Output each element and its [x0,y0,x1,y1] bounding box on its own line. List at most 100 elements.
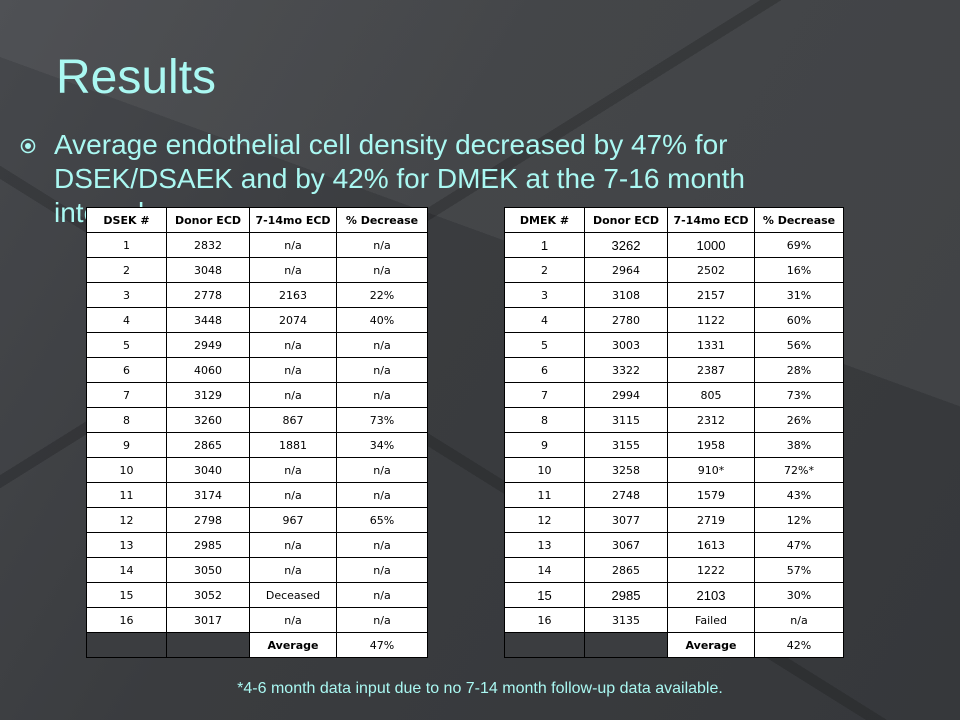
table-header-row: DMEK # Donor ECD 7-14mo ECD % Decrease [504,207,844,233]
table-cell: n/a [249,382,337,408]
table-cell: n/a [336,607,428,633]
table-cell: 5 [504,332,585,358]
table-cell: n/a [336,232,428,258]
table-cell: 4060 [166,357,250,383]
table-row: 1 3262 1000 69% [504,232,844,258]
table-row: 4 2780 1122 60% [504,307,844,333]
table-cell: 22% [336,282,428,308]
table-row: 7 3129 n/a n/a [86,382,428,408]
table-row: 11 3174 n/a n/a [86,482,428,508]
table-cell: 38% [754,432,844,458]
table-cell: 2387 [667,357,755,383]
table-cell: 31% [754,282,844,308]
table-cell: 2798 [166,507,250,533]
table-row: 10 3040 n/a n/a [86,457,428,483]
table-cell: 14 [504,557,585,583]
blank-cell [86,632,167,658]
table-cell: 2312 [667,407,755,433]
table-row: 6 4060 n/a n/a [86,357,428,383]
slide-title: Results [56,51,217,104]
table-row: 16 3135 Failed n/a [504,607,844,633]
table-cell: 43% [754,482,844,508]
table-cell: 4 [86,307,167,333]
table-cell: 967 [249,507,337,533]
table-row: 12 2798 967 65% [86,507,428,533]
table-row: 3 2778 2163 22% [86,282,428,308]
table-cell: 16 [504,607,585,633]
table-cell: 12 [86,507,167,533]
table-cell: 8 [504,407,585,433]
table-cell: 2074 [249,307,337,333]
table-cell: 5 [86,332,167,358]
table-row: 16 3017 n/a n/a [86,607,428,633]
table-row: 8 3115 2312 26% [504,407,844,433]
table-cell: 30% [754,582,844,608]
table-cell: 1613 [667,532,755,558]
table-cell: n/a [249,557,337,583]
blank-cell [166,632,250,658]
table-cell: 3262 [584,232,668,258]
table-cell: 2 [86,257,167,283]
average-label: Average [667,632,755,658]
table-cell: n/a [249,232,337,258]
table-cell: Deceased [249,582,337,608]
table-cell: 2748 [584,482,668,508]
table-cell: 56% [754,332,844,358]
table-cell: 3048 [166,257,250,283]
table-cell: 57% [754,557,844,583]
table-cell: 28% [754,357,844,383]
table-cell: 2502 [667,257,755,283]
dsek-table-body: 1 2832 n/a n/a 2 3048 n/a n/a 3 2778 2163 22% 4 3448 2… [86,232,428,658]
table-cell: 2719 [667,507,755,533]
header-cell: Donor ECD [584,207,668,233]
table-cell: n/a [249,482,337,508]
table-cell: n/a [336,457,428,483]
table-cell: 40% [336,307,428,333]
dmek-table-body: 1 3262 1000 69% 2 2964 2502 16% 3 3108 2157 31% 4 278… [504,232,844,658]
table-cell: 805 [667,382,755,408]
table-cell: 72%* [754,457,844,483]
header-cell: % Decrease [336,207,428,233]
table-cell: n/a [249,457,337,483]
table-cell: 3 [86,282,167,308]
table-cell: 10 [86,457,167,483]
table-cell: 6 [86,357,167,383]
table-cell: n/a [249,607,337,633]
table-cell: Failed [667,607,755,633]
table-cell: 1222 [667,557,755,583]
table-cell: 1000 [667,232,755,258]
table-row: 13 2985 n/a n/a [86,532,428,558]
table-cell: 2103 [667,582,755,608]
table-cell: 13 [86,532,167,558]
average-row: Average 42% [504,632,844,658]
table-row: 15 2985 2103 30% [504,582,844,608]
table-cell: 8 [86,407,167,433]
table-cell: 3135 [584,607,668,633]
table-row: 10 3258 910* 72%* [504,457,844,483]
table-cell: 3077 [584,507,668,533]
table-cell: 9 [86,432,167,458]
average-label: Average [249,632,337,658]
blank-cell [584,632,668,658]
table-cell: 7 [86,382,167,408]
circle-bullet-icon [20,138,36,154]
table-cell: 15 [86,582,167,608]
table-cell: 1122 [667,307,755,333]
table-cell: n/a [336,332,428,358]
table-cell: 3448 [166,307,250,333]
table-cell: 9 [504,432,585,458]
table-cell: n/a [249,357,337,383]
table-row: 2 3048 n/a n/a [86,257,428,283]
table-cell: 1331 [667,332,755,358]
table-cell: 11 [504,482,585,508]
table-cell: 3322 [584,357,668,383]
table-cell: 11 [86,482,167,508]
table-cell: 3115 [584,407,668,433]
table-cell: 2163 [249,282,337,308]
table-cell: 2865 [584,557,668,583]
header-cell: % Decrease [754,207,844,233]
table-row: 12 3077 2719 12% [504,507,844,533]
table-cell: 1579 [667,482,755,508]
table-cell: 10 [504,457,585,483]
